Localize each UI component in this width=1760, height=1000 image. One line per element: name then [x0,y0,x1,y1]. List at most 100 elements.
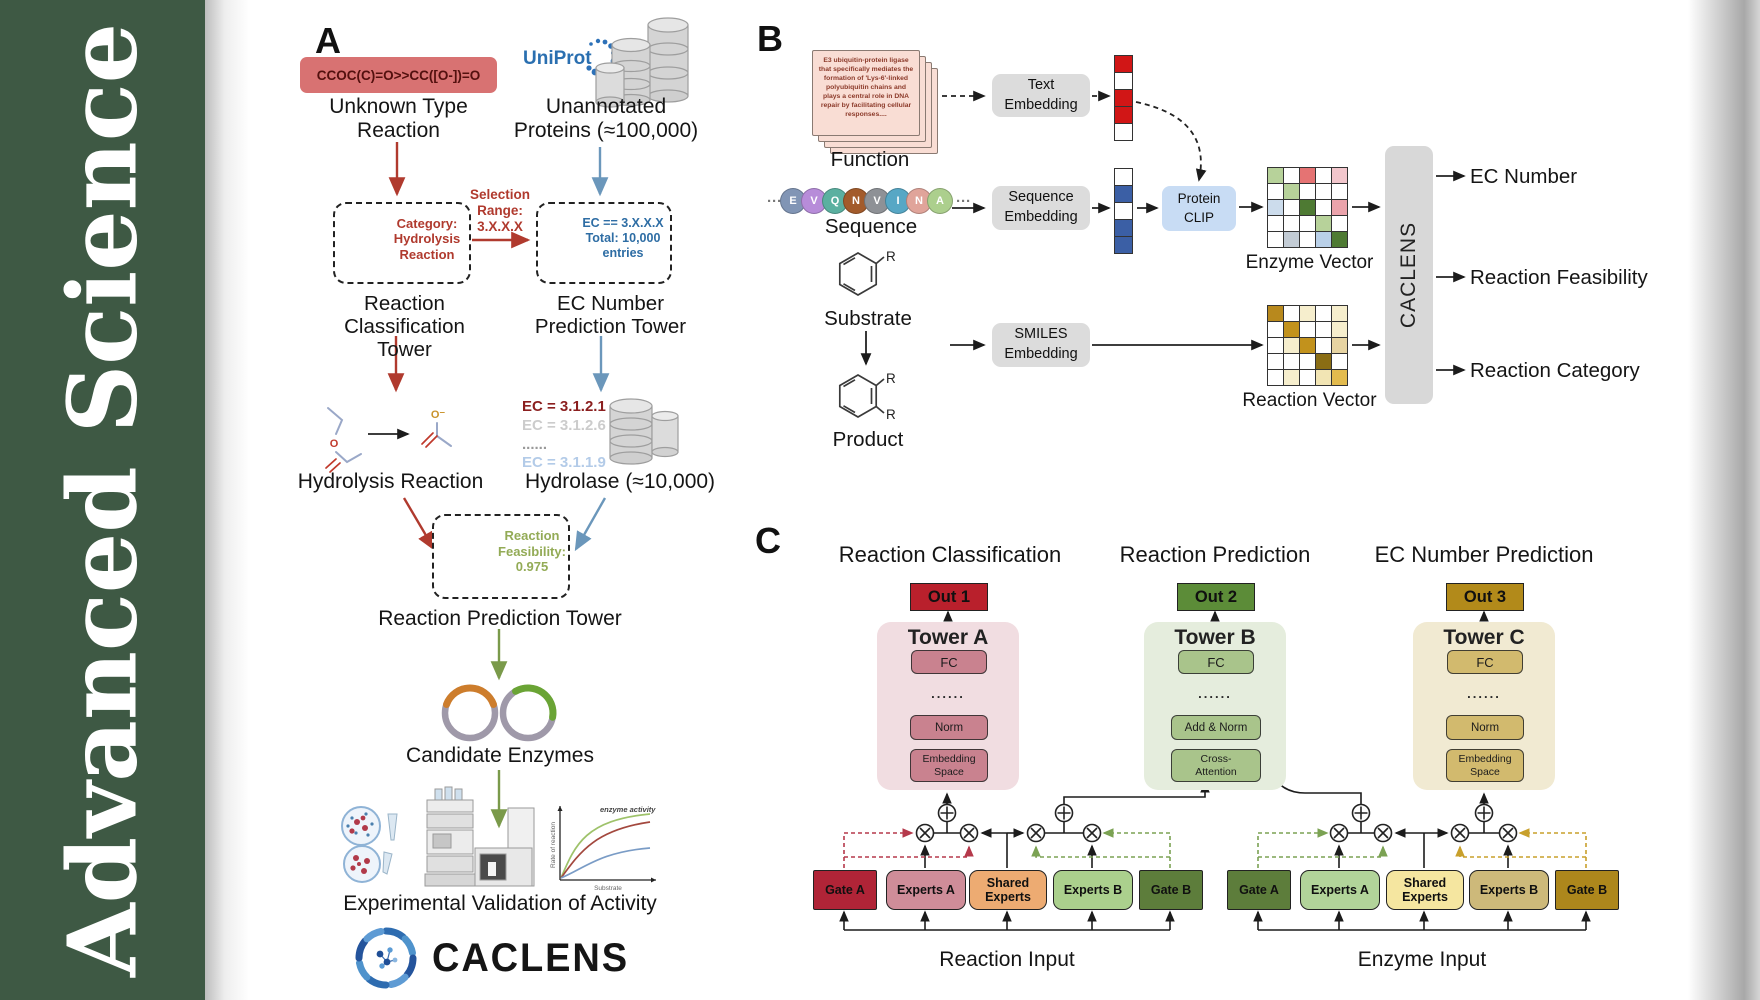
matrix-cell [1268,232,1284,248]
matrix-cell [1332,370,1348,386]
panel-b-label: B [757,18,783,59]
tower-fc-box: FC [1447,650,1523,674]
database-stack-small-icon [609,398,679,465]
experts-box: Experts B [1469,870,1549,910]
category-dashed-box [333,202,471,284]
matrix-cell [1268,200,1284,216]
matrix-cell [1300,322,1316,338]
vector-cell [1115,90,1132,107]
vector-cell [1115,124,1132,140]
ec-list-item: EC = 3.1.2.6 [522,416,606,434]
shared-experts-box: Shared Experts [1386,870,1464,910]
tower-dots: ...... [1198,686,1232,701]
matrix-cell [1316,338,1332,354]
gate-box: Gate B [1139,870,1203,910]
matrix-cell [1268,168,1284,184]
page-right-shadow [1688,0,1760,1000]
text-embedding-vector [1114,55,1133,141]
substrate-label: Substrate [824,307,912,330]
smiles-embedding-box: SMILES Embedding [992,323,1090,367]
caclens-wordmark: CACLENS [432,936,629,980]
matrix-cell [1332,200,1348,216]
vector-cell [1115,220,1132,237]
function-description: E3 ubiquitin-protein ligase that specifi… [818,57,914,118]
tower-out-box: Out 3 [1446,583,1524,611]
matrix-cell [1332,354,1348,370]
residue-circle: A [927,188,953,214]
input-bus-label: Enzyme Input [1357,948,1487,971]
sequence-residues: ··· E V Q N V I N A ··· [764,188,974,214]
matrix-cell [1284,200,1300,216]
svg-text:R: R [886,249,896,264]
caclens-logo-icon [355,927,417,989]
matrix-cell [1316,232,1332,248]
matrix-cell [1300,232,1316,248]
matrix-cell [1316,306,1332,322]
vector-cell [1115,237,1132,253]
sequence-embedding-box: Sequence Embedding [992,186,1090,230]
tower-mid-box: Norm [1446,715,1524,740]
shared-experts-box: Shared Experts [969,870,1047,910]
tower-fc-box: FC [911,650,987,674]
text-embedding-box: Text Embedding [992,74,1090,117]
vector-cell [1115,56,1132,73]
tower-out-box: Out 1 [910,583,988,611]
category-text: Category: Hydrolysis Reaction [393,216,461,262]
function-card-front: E3 ubiquitin-protein ligase that specifi… [812,50,920,136]
tower-bottom-box: Embedding Space [910,749,988,782]
output-ec-number: EC Number [1470,165,1578,188]
activity-plot-icon: enzyme activity Rate of reaction Substra… [550,805,656,892]
reaction-vector-matrix [1267,305,1348,386]
gate-box: Gate A [813,870,877,910]
matrix-cell [1316,354,1332,370]
tower-name: Tower A [907,626,989,649]
svg-text:Rate of reaction: Rate of reaction [550,822,557,868]
ec-box-text: EC == 3.X.X.X Total: 10,000 entries [582,216,664,260]
sequence-ellipsis: ··· [956,192,971,210]
petri-dish-icons [341,806,398,883]
smiles-string: CCOC(C)=O>>CC([O-])=O [316,67,481,83]
vector-cell [1115,107,1132,124]
moe-wiring [839,750,1591,931]
ec-dashed-box [536,202,672,284]
matrix-cell [1332,168,1348,184]
tower-dots: ...... [1467,686,1501,701]
function-label: Function [830,148,910,171]
matrix-cell [1332,232,1348,248]
matrix-cell [1332,306,1348,322]
matrix-cell [1300,306,1316,322]
database-stack-icon [595,17,689,108]
ec-list-item: EC = 3.1.2.1 [522,398,606,415]
enzyme-vector-label: Enzyme Vector [1245,252,1374,273]
gate-box: Gate A [1227,870,1291,910]
journal-sidebar: Advanced Science [0,0,205,1000]
experts-box: Experts B [1053,870,1133,910]
heading-ec-number-prediction: EC Number Prediction [1374,542,1594,567]
matrix-cell [1332,338,1348,354]
arrow-hydrolysis-to-feasibility [402,497,436,552]
svg-text:Substrate: Substrate [594,885,622,892]
ester-molecule: O [325,407,362,473]
tower-name: Tower C [1443,626,1525,649]
matrix-cell [1268,338,1284,354]
classification-tower-label: Reaction Classification Tower [344,292,465,361]
svg-text:enzyme activity: enzyme activity [600,805,656,814]
feasibility-dashed-box [432,514,570,599]
candidate-enzymes-label: Candidate Enzymes [406,744,594,767]
hydrolysis-reaction-label: Hydrolysis Reaction [297,470,484,493]
tower-bottom-box: Embedding Space [1446,749,1524,782]
matrix-cell [1268,354,1284,370]
svg-text:R: R [886,407,896,422]
enzyme-vector-matrix [1267,167,1348,248]
prediction-tower-label: Reaction Prediction Tower [378,607,622,630]
matrix-cell [1332,184,1348,200]
matrix-cell [1332,216,1348,232]
product-label: Product [832,428,904,451]
panel-a-label: A [315,20,341,61]
heading-reaction-prediction: Reaction Prediction [1119,542,1311,567]
arrow-textvec-to-clip [1135,101,1207,182]
acetate-molecule: O⁻ [421,409,452,448]
matrix-cell [1268,184,1284,200]
unknown-reaction-label: Unknown Type Reaction [329,95,468,142]
matrix-cell [1300,370,1316,386]
